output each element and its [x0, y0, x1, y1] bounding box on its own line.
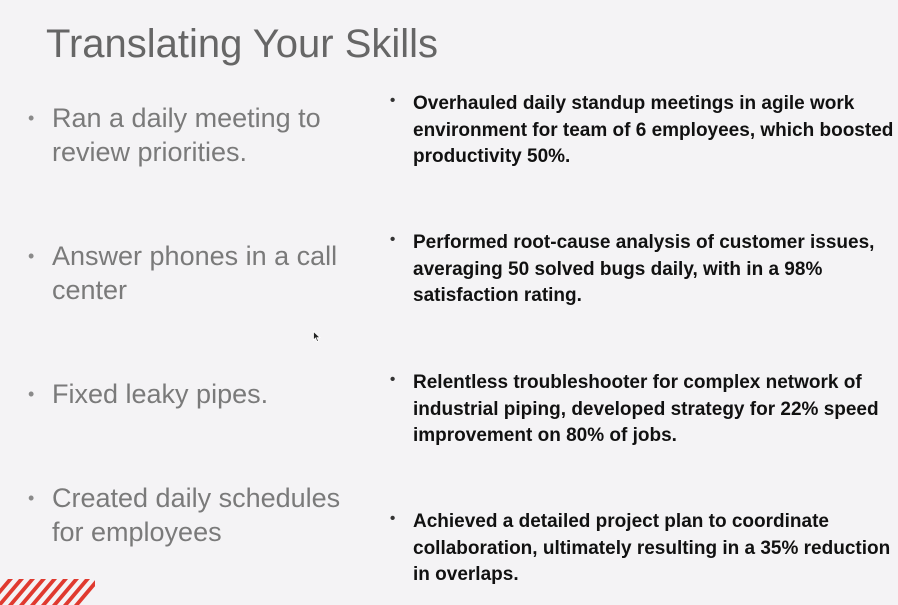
right-list-item: • Overhauled daily standup meetings in a…	[390, 91, 895, 171]
decorative-stripe	[0, 579, 24, 605]
bullet-icon: •	[28, 246, 35, 266]
bullet-icon: •	[28, 108, 35, 128]
bullet-icon: •	[28, 384, 35, 404]
bullet-icon: •	[390, 371, 396, 388]
decorative-stripe	[63, 579, 90, 605]
bullet-icon: •	[390, 92, 396, 109]
left-item-text: Ran a daily meeting to review priorities…	[52, 103, 321, 167]
decorative-stripe	[52, 579, 79, 605]
decorative-stripe	[41, 579, 68, 605]
left-item-text: Created daily schedules for employees	[52, 483, 341, 547]
right-list-item: • Achieved a detailed project plan to co…	[390, 509, 895, 589]
right-list-item: • Performed root-cause analysis of custo…	[390, 230, 895, 310]
decorative-stripe	[8, 579, 35, 605]
right-list-item: • Relentless troubleshooter for complex …	[390, 370, 895, 450]
decorative-stripes	[0, 579, 95, 605]
left-list-item: • Fixed leaky pipes.	[28, 377, 373, 411]
decorative-stripe	[19, 579, 46, 605]
left-item-text: Fixed leaky pipes.	[52, 379, 269, 409]
left-item-text: Answer phones in a call center	[52, 241, 338, 305]
mouse-cursor-icon	[313, 331, 321, 343]
right-item-text: Achieved a detailed project plan to coor…	[413, 511, 891, 585]
right-item-text: Overhauled daily standup meetings in agi…	[413, 93, 894, 167]
bullet-icon: •	[390, 231, 396, 248]
right-item-text: Performed root-cause analysis of custome…	[413, 232, 875, 306]
bullet-icon: •	[390, 510, 396, 527]
slide-title: Translating Your Skills	[46, 22, 439, 66]
left-list-item: • Ran a daily meeting to review prioriti…	[28, 101, 373, 169]
decorative-stripe	[30, 579, 57, 605]
left-list-item: • Answer phones in a call center	[28, 239, 373, 307]
right-item-text: Relentless troubleshooter for complex ne…	[413, 372, 879, 446]
bullet-icon: •	[28, 488, 35, 508]
left-list-item: • Created daily schedules for employees	[28, 481, 373, 549]
